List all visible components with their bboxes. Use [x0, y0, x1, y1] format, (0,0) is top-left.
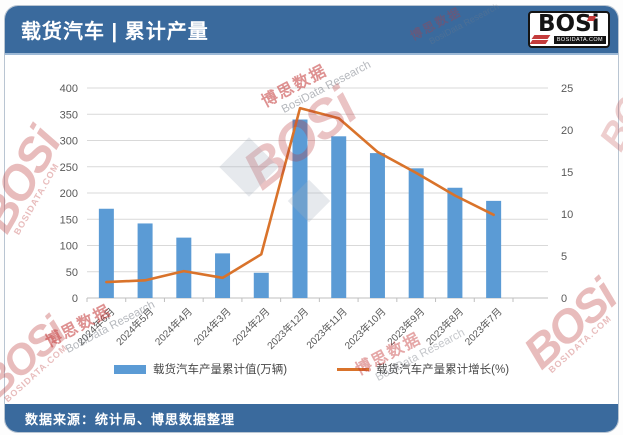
left-axis-tick-label: 150	[60, 214, 78, 226]
x-axis-category-label: 2023年12月	[264, 305, 311, 352]
chart-area: 0 50 100 150 200 250 300 350 400 0 5 10 15 20 25 2024年6…	[5, 55, 618, 404]
bar	[331, 136, 347, 298]
bar	[253, 272, 269, 298]
bosi-logo-text: BOSi	[538, 11, 600, 37]
report-card: 载货汽车 | 累计产量 BOSi BOSIDATA.COM 0 50 100 150 2…	[4, 5, 619, 433]
x-axis-category-label: 2024年3月	[191, 305, 234, 348]
bar	[447, 187, 463, 298]
right-axis-tick-label: 0	[561, 293, 567, 305]
bar	[98, 208, 114, 298]
right-axis-tick-label: 10	[561, 209, 573, 221]
right-axis-tick-label: 5	[561, 251, 567, 263]
x-axis-category-label: 2023年10月	[342, 305, 389, 352]
left-axis-tick-label: 200	[60, 188, 78, 200]
x-axis-category-label: 2023年9月	[384, 305, 427, 348]
left-axis-tick-label: 350	[60, 109, 78, 121]
legend-item-bars: 载货汽车产量累计值(万辆)	[113, 361, 288, 377]
logo-stripe-icon	[531, 35, 551, 39]
left-axis-tick-label: 400	[60, 83, 78, 95]
combo-chart: 0 50 100 150 200 250 300 350 400 0 5 10 15 20 25 2024年6…	[60, 83, 574, 352]
left-axis-tick-label: 0	[72, 293, 78, 305]
bar	[292, 119, 308, 298]
legend-line-swatch-icon	[337, 367, 370, 371]
x-axis-category-label: 2023年8月	[423, 305, 466, 348]
bar	[408, 168, 424, 298]
data-source-note: 数据来源：统计局、博思数据整理	[25, 411, 236, 427]
bar	[369, 153, 385, 298]
right-axis-tick-label: 15	[561, 167, 573, 179]
x-axis-category-label: 2024年5月	[113, 305, 156, 348]
left-axis-tick-label: 50	[66, 267, 78, 279]
right-axis-tick-label: 25	[561, 83, 573, 95]
left-axis-tick-label: 250	[60, 162, 78, 174]
header-bar: 载货汽车 | 累计产量 BOSi BOSIDATA.COM	[5, 6, 618, 55]
bosi-logo-url: BOSIDATA.COM	[553, 36, 606, 44]
legend-bar-label: 载货汽车产量累计值(万辆)	[152, 364, 288, 376]
legend-line-label: 载货汽车产量累计增长(%)	[376, 364, 510, 376]
x-axis-category-label: 2024年4月	[152, 305, 195, 348]
trend-line	[105, 106, 495, 284]
x-axis-category-label: 2024年2月	[229, 305, 272, 348]
bar	[215, 253, 231, 298]
x-axis-category-label: 2023年7月	[462, 305, 505, 348]
right-axis-tick-label: 20	[561, 125, 573, 137]
legend-bar-swatch-icon	[113, 364, 146, 374]
footer-bar: 数据来源：统计局、博思数据整理	[5, 404, 618, 432]
logo-stripe-icon	[530, 40, 549, 44]
bosi-logo: BOSi BOSIDATA.COM	[528, 11, 610, 48]
page-title: 载货汽车 | 累计产量	[21, 21, 209, 43]
legend-item-line: 载货汽车产量累计增长(%)	[337, 361, 509, 377]
left-axis-tick-label: 300	[60, 136, 78, 148]
bar	[486, 200, 502, 298]
chart-legend: 载货汽车产量累计值(万辆) 载货汽车产量累计增长(%)	[5, 361, 618, 377]
bar	[176, 237, 192, 298]
x-axis-category-label: 2024年6月	[74, 305, 117, 348]
left-axis-tick-label: 100	[60, 241, 78, 253]
bar	[137, 223, 153, 298]
